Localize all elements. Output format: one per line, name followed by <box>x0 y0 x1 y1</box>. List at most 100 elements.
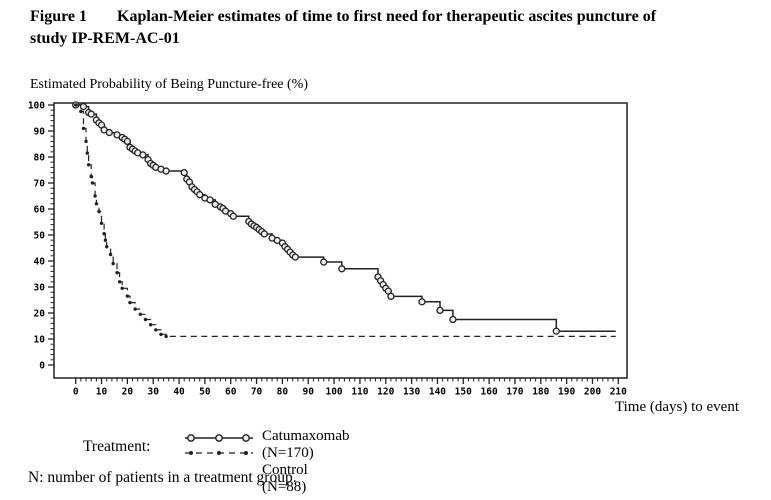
censor-mark-circle <box>552 327 560 335</box>
y-tick-label: 0 <box>39 361 45 372</box>
x-tick-label: 210 <box>610 387 627 398</box>
censor-mark-dot <box>105 245 109 249</box>
y-tick-label: 90 <box>34 127 46 138</box>
x-tick-label: 170 <box>506 387 523 398</box>
x-tick-label: 30 <box>147 387 159 398</box>
censor-mark-circle <box>79 102 88 111</box>
censor-mark-dot <box>111 261 115 266</box>
censor-mark-dot <box>81 126 86 131</box>
censor-mark-dot <box>128 300 132 305</box>
censor-mark-dot <box>79 109 83 114</box>
x-tick-label: 180 <box>532 387 549 398</box>
censor-mark-circle <box>123 137 132 146</box>
censor-mark-dot <box>108 252 113 257</box>
y-tick-label: 70 <box>34 179 46 190</box>
censor-mark-circle <box>387 292 395 301</box>
figure-caption: Figure 1 Kaplan-Meier estimates of time t… <box>30 6 756 50</box>
censor-mark-circle <box>206 196 214 204</box>
y-tick-label: 20 <box>34 309 46 320</box>
censor-mark-dot <box>148 323 153 327</box>
x-tick-label: 90 <box>303 387 315 398</box>
y-tick-label: 30 <box>34 283 46 294</box>
figure-caption-line2: study IP-REM-AC-01 <box>30 30 180 47</box>
series-control <box>74 103 616 339</box>
km-plot: 0 10 20 30 40 50 60 70 80 90 100 110 120 130 140 150 160… <box>28 101 628 398</box>
censor-mark-circle <box>139 151 147 159</box>
censor-mark-dot <box>138 312 142 316</box>
censor-mark-circle <box>291 253 299 261</box>
x-tick-label: 150 <box>455 387 472 398</box>
x-tick-label: 80 <box>277 387 289 398</box>
legend-entries: Catumaxomab (N=170) Control (N=88) <box>262 428 349 496</box>
censor-mark-dot <box>115 271 119 275</box>
censor-mark-dot <box>93 194 97 198</box>
censor-mark-dot <box>164 334 168 339</box>
legend-entry-catumaxomab: Catumaxomab (N=170) <box>262 428 350 461</box>
censor-mark-dot <box>103 238 108 242</box>
censor-mark-dot <box>159 332 163 337</box>
x-tick-label: 0 <box>73 387 79 398</box>
x-tick-label: 200 <box>584 387 601 398</box>
censor-mark-dot <box>89 174 93 179</box>
legend-line-samples <box>185 434 253 455</box>
y-tick-label: 100 <box>28 101 45 112</box>
x-tick-label: 110 <box>351 387 368 398</box>
censor-mark-circle <box>418 298 426 306</box>
x-tick-label: 190 <box>558 387 575 398</box>
y-axis-title: Estimated Probability of Being Puncture-… <box>30 77 308 92</box>
censor-mark-dot <box>154 328 158 332</box>
censor-mark-dot <box>74 103 78 107</box>
x-tick-label: 120 <box>377 387 394 398</box>
censor-mark-dot <box>99 221 104 225</box>
censor-mark-circle <box>162 167 170 175</box>
censor-mark-circle <box>87 110 95 118</box>
censor-mark-circle <box>229 212 237 220</box>
censor-mark-circle <box>338 265 346 273</box>
x-tick-label: 10 <box>96 387 108 398</box>
legend-sample-solid-circles-icon <box>185 434 253 442</box>
censor-mark-circle <box>436 306 444 315</box>
legend-title: Treatment: <box>83 438 151 455</box>
y-tick-label: 50 <box>34 231 46 242</box>
x-axis: 0 10 20 30 40 50 60 70 80 90 100 110 120 130 140 150 160… <box>73 378 627 398</box>
x-tick-label: 50 <box>199 387 211 398</box>
figure-caption-line1: Figure 1 Kaplan-Meier estimates of time t… <box>30 6 756 28</box>
x-tick-label: 140 <box>429 387 446 398</box>
censor-mark-circle <box>260 230 268 238</box>
x-tick-label: 70 <box>251 387 263 398</box>
censor-mark-circle <box>320 258 328 266</box>
figure-title-text: Kaplan-Meier estimates of time to first … <box>117 8 657 25</box>
censor-mark-circle <box>196 191 204 199</box>
censor-mark-dot <box>86 163 91 167</box>
y-tick-label: 80 <box>34 153 46 164</box>
series-catumaxomab <box>72 101 616 335</box>
censor-mark-dot <box>125 294 130 298</box>
footnote: N: number of patients in a treatment gro… <box>28 469 297 486</box>
censor-mark-dot <box>94 202 99 206</box>
censor-mark-circle <box>180 168 188 177</box>
x-axis-label: Time (days) to event <box>614 399 739 415</box>
censor-mark-dot <box>117 280 122 284</box>
x-tick-label: 130 <box>403 387 420 398</box>
x-tick-label: 60 <box>225 387 237 398</box>
x-tick-label: 20 <box>122 387 134 398</box>
y-axis: 0 10 20 30 40 50 60 70 80 90 100 <box>28 101 54 372</box>
x-tick-label: 100 <box>325 387 342 398</box>
y-tick-label: 10 <box>34 335 46 346</box>
x-tick-label: 40 <box>173 387 185 398</box>
censor-mark-dot <box>97 209 101 214</box>
censor-mark-dot <box>102 232 106 236</box>
y-tick-label: 40 <box>34 257 46 268</box>
censor-mark-dot <box>90 181 95 185</box>
censor-mark-dot <box>85 151 90 155</box>
y-tick-label: 60 <box>34 205 46 216</box>
censor-mark-dot <box>133 307 137 311</box>
legend-sample-dashed-dots-icon <box>185 451 253 455</box>
censor-mark-dot <box>120 286 124 290</box>
censor-mark-circle <box>449 315 457 324</box>
censor-mark-dot <box>143 317 148 322</box>
censor-mark-circle <box>105 128 113 137</box>
figure-number: Figure 1 <box>30 8 88 25</box>
censor-mark-dot <box>84 139 88 144</box>
